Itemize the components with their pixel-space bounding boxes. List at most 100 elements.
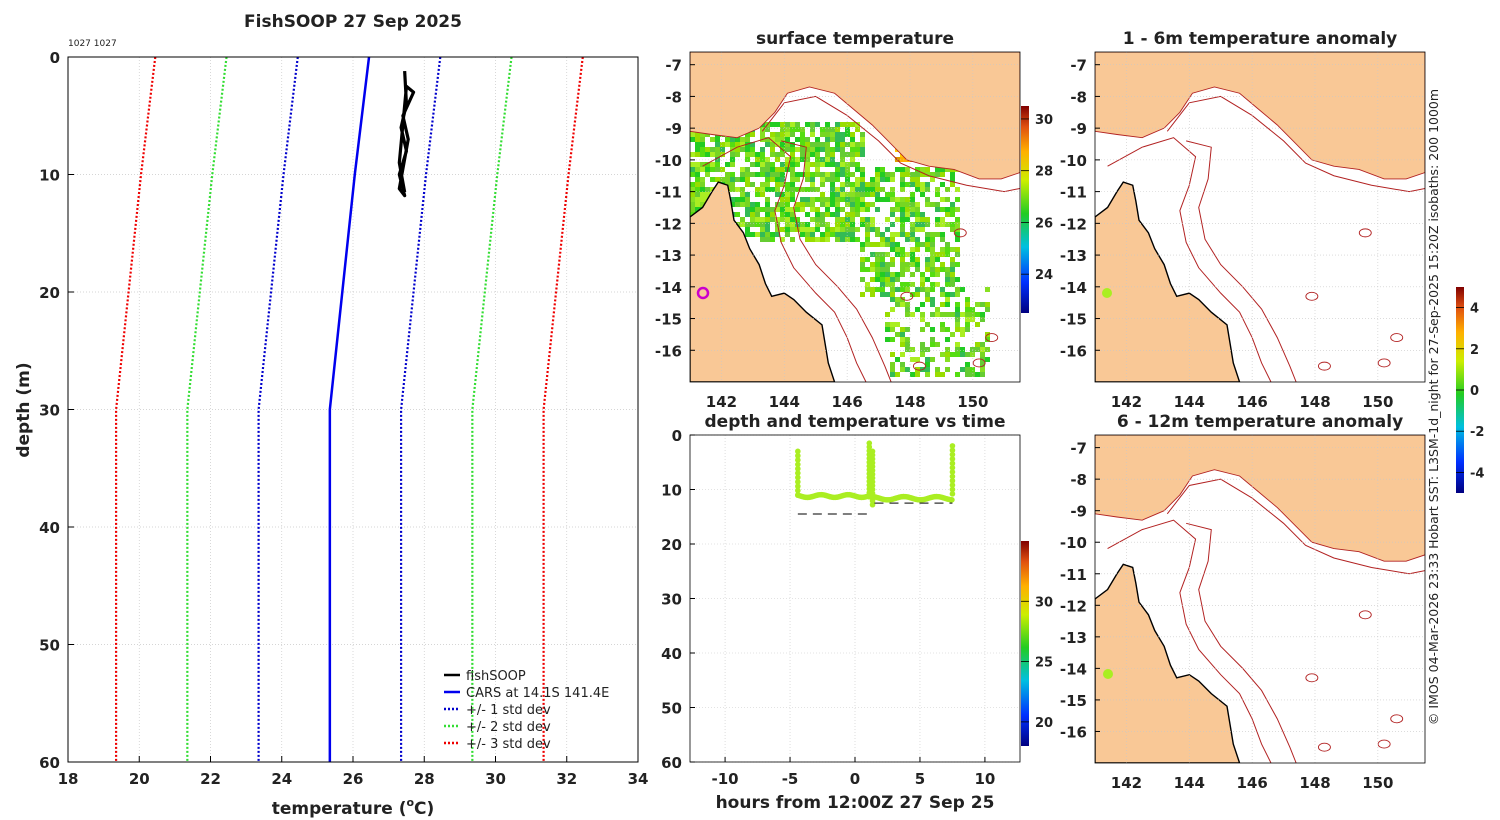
- sst-pixel: [725, 137, 730, 142]
- sst-pixel: [895, 357, 900, 362]
- sst-pixel: [925, 202, 930, 207]
- sst-pixel: [925, 222, 930, 227]
- sst-pixel: [845, 122, 850, 127]
- land-papua-new-guinea: [1095, 52, 1425, 180]
- sst-pixel: [930, 302, 935, 307]
- legend-label-sd2: +/- 2 std dev: [466, 720, 551, 735]
- sst-pixel: [695, 182, 700, 187]
- sst-pixel: [875, 167, 880, 172]
- sst-pixel: [815, 227, 820, 232]
- sst-pixel: [945, 242, 950, 247]
- sst-pixel: [815, 212, 820, 217]
- sst-pixel: [785, 227, 790, 232]
- sst-pixel: [950, 207, 955, 212]
- sst-pixel: [770, 142, 775, 147]
- sst-pixel: [820, 172, 825, 177]
- sst-pixel: [895, 322, 900, 327]
- profile-xtick-label: 18: [58, 770, 79, 788]
- profile-series--2-std-dev: [471, 56, 513, 762]
- sst-pixel: [880, 292, 885, 297]
- sst-pixel: [805, 202, 810, 207]
- map-lat-label: -11: [1060, 184, 1087, 202]
- sst-pixel: [940, 322, 945, 327]
- sst-pixel: [785, 137, 790, 142]
- sst-pixel: [765, 157, 770, 162]
- sst-pixel: [835, 137, 840, 142]
- sst-pixel: [905, 207, 910, 212]
- sst-pixel: [840, 137, 845, 142]
- sst-pixel: [695, 137, 700, 142]
- sst-pixel: [830, 132, 835, 137]
- sst-pixel: [835, 167, 840, 172]
- sst-pixel: [940, 302, 945, 307]
- sst-pixel: [710, 187, 715, 192]
- sst-pixel: [900, 287, 905, 292]
- sst-pixel: [875, 267, 880, 272]
- sst-pixel: [965, 362, 970, 367]
- sst-pixel: [905, 167, 910, 172]
- sst-pixel: [780, 142, 785, 147]
- sst-pixel: [910, 207, 915, 212]
- sst-pixel: [760, 147, 765, 152]
- sst-pixel: [700, 182, 705, 187]
- sst-pixel: [785, 142, 790, 147]
- sst-pixel: [880, 272, 885, 277]
- sst-pixel: [845, 212, 850, 217]
- sst-pixel: [955, 302, 960, 307]
- time-data-point: [795, 448, 801, 455]
- sst-pixel: [895, 202, 900, 207]
- map-lat-label: -10: [1060, 534, 1087, 552]
- time-data-point: [795, 470, 801, 476]
- sst-pixel: [900, 227, 905, 232]
- sst-pixel: [840, 162, 845, 167]
- sst-pixel: [955, 232, 960, 237]
- sst-pixel: [935, 202, 940, 207]
- sst-pixel: [845, 162, 850, 167]
- anom1-map-panel: 1 - 6m temperature anomaly 142 144 146 148 1…: [1060, 29, 1484, 493]
- sst-pixel: [810, 202, 815, 207]
- sst-pixel: [890, 192, 895, 197]
- sst-pixel: [700, 132, 705, 137]
- sst-pixel: [935, 167, 940, 172]
- sst-pixel: [955, 317, 960, 322]
- sst-pixel: [915, 202, 920, 207]
- time-xtick-label: 5: [915, 770, 925, 788]
- sst-pixel: [905, 262, 910, 267]
- sst-pixel: [795, 172, 800, 177]
- sst-pixel: [930, 262, 935, 267]
- sst-pixel: [865, 207, 870, 212]
- reef-outline: [1317, 742, 1331, 752]
- sst-pixel: [855, 237, 860, 242]
- sst-pixel: [940, 197, 945, 202]
- sst-pixel: [945, 347, 950, 352]
- sst-pixel: [785, 182, 790, 187]
- sst-pixel: [940, 267, 945, 272]
- time-ytick-label: 10: [661, 482, 682, 500]
- sst-pixel: [765, 227, 770, 232]
- map-lat-label: -7: [1070, 57, 1087, 75]
- sst-pixel: [745, 172, 750, 177]
- sst-pixel: [835, 162, 840, 167]
- sst-pixel: [735, 187, 740, 192]
- sst-pixel: [965, 322, 970, 327]
- sst-pixel: [840, 172, 845, 177]
- sst-pixel: [955, 287, 960, 292]
- sst-pixel: [900, 302, 905, 307]
- profile-xlabel-main: temperature (: [272, 799, 407, 819]
- sst-pixel: [920, 327, 925, 332]
- sst-pixel: [945, 277, 950, 282]
- sst-pixel: [810, 217, 815, 222]
- sst-axes-box: [689, 51, 1021, 383]
- sst-pixel: [845, 197, 850, 202]
- profile-ytick-label: 10: [39, 167, 60, 185]
- sst-pixel: [950, 352, 955, 357]
- sst-pixel: [905, 282, 910, 287]
- sst-pixel: [905, 267, 910, 272]
- sst-pixel: [840, 217, 845, 222]
- sst-pixel: [945, 167, 950, 172]
- sst-pixel: [790, 227, 795, 232]
- sst-pixel: [785, 132, 790, 137]
- sst-pixel: [900, 217, 905, 222]
- sst-pixel: [980, 312, 985, 317]
- sst-pixel: [835, 172, 840, 177]
